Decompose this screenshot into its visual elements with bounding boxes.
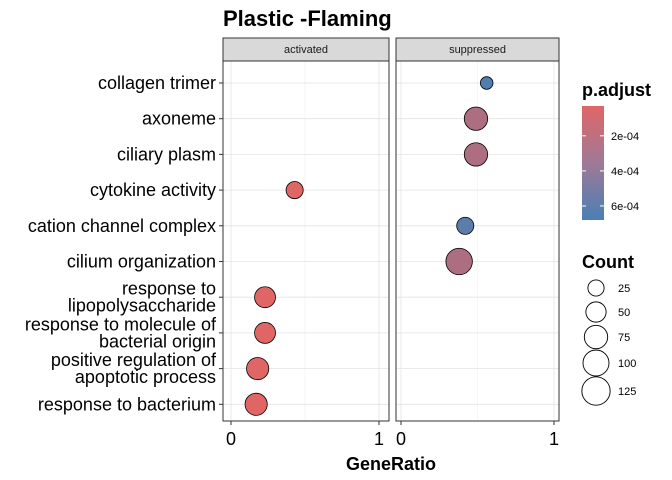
point-activated-positive-regulation-of-apoptotic-process xyxy=(246,357,270,381)
chart-title: Plastic -Flaming xyxy=(223,6,392,31)
legend-size-label: 125 xyxy=(618,386,636,398)
legend-color-bar xyxy=(582,106,604,220)
point-activated-response-to-molecule-of-bacterial-origin xyxy=(254,322,276,344)
y-label-positive-regulation-of-apoptotic-process: positive regulation of apoptotic process xyxy=(51,350,217,387)
x-tick-label: 0 xyxy=(226,429,236,449)
legend-size-circle xyxy=(581,376,611,406)
legend-size-label: 100 xyxy=(618,358,636,370)
point-suppressed-collagen-trimer xyxy=(479,76,494,90)
panel-border xyxy=(222,60,390,422)
legend-size-label: 75 xyxy=(618,332,630,344)
y-label-response-to-bacterium: response to bacterium xyxy=(38,394,216,414)
panel-activated: activated xyxy=(222,37,390,422)
legend-size-label: 25 xyxy=(618,283,630,295)
legend-color-label: 2e-04 xyxy=(611,131,639,143)
strip-label-suppressed: suppressed xyxy=(449,44,506,56)
x-tick-label: 1 xyxy=(374,429,384,449)
legend-size-title: Count xyxy=(582,252,634,272)
legend-color-label: 4e-04 xyxy=(611,166,639,178)
panel-border xyxy=(395,60,560,422)
y-label-ciliary-plasm: ciliary plasm xyxy=(117,144,216,164)
legend-size-label: 50 xyxy=(618,307,630,319)
y-label-response-to-lipopolysaccharide: response to lipopolysaccharide xyxy=(68,279,216,316)
legend-color-title: p.adjust xyxy=(582,80,651,100)
point-activated-cytokine-activity xyxy=(285,181,304,200)
strip-label-activated: activated xyxy=(284,44,328,56)
y-label-cilium-organization: cilium organization xyxy=(67,252,216,272)
panel-suppressed: suppressed xyxy=(395,37,560,422)
x-tick-label: 0 xyxy=(396,429,406,449)
legend-size-circle xyxy=(585,301,607,323)
x-axis-label: GeneRatio xyxy=(346,454,436,474)
y-label-response-to-molecule-of-bacterial-origin: response to molecule of bacterial origin xyxy=(25,314,217,351)
y-label-cation-channel-complex: cation channel complex xyxy=(28,216,216,236)
point-activated-response-to-bacterium xyxy=(244,392,268,416)
y-label-axoneme: axoneme xyxy=(142,109,216,129)
y-label-collagen-trimer: collagen trimer xyxy=(98,73,216,93)
point-suppressed-cilium-organization xyxy=(445,247,473,276)
point-suppressed-axoneme xyxy=(463,106,489,131)
legend-size-circle xyxy=(582,349,610,377)
legend-size-circle xyxy=(583,324,609,350)
y-label-cytokine-activity: cytokine activity xyxy=(90,180,216,200)
point-activated-response-to-lipopolysaccharide xyxy=(254,286,276,309)
x-tick-label: 1 xyxy=(549,429,559,449)
legend-size-circle xyxy=(587,279,605,297)
point-suppressed-ciliary-plasm xyxy=(463,142,489,167)
point-suppressed-cation-channel-complex xyxy=(456,216,475,235)
legend-color-label: 6e-04 xyxy=(611,201,639,213)
